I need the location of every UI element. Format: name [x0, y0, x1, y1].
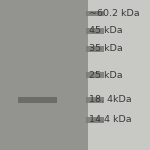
Bar [88, 0, 150, 150]
Bar [86, 46, 104, 52]
Text: 45 kDa: 45 kDa [89, 26, 123, 35]
Text: 14.4 kDa: 14.4 kDa [89, 116, 132, 124]
Text: 18. 4kDa: 18. 4kDa [89, 95, 132, 104]
Bar [86, 72, 104, 78]
Text: 25 kDa: 25 kDa [89, 70, 123, 80]
Text: ~60.2 kDa: ~60.2 kDa [89, 9, 140, 18]
Bar [86, 11, 104, 16]
Bar [86, 28, 104, 34]
Bar [86, 97, 104, 103]
Bar [86, 117, 104, 123]
Bar [18, 97, 57, 103]
Text: 35 kDa: 35 kDa [89, 44, 123, 53]
